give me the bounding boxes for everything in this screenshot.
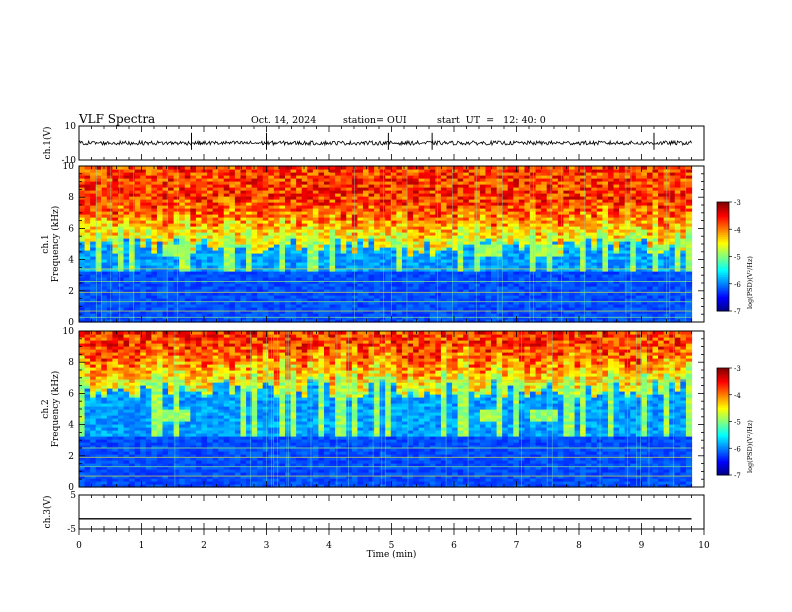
ch2-ytick-label: 2 — [68, 452, 74, 462]
ch1-ytick-label: 2 — [68, 287, 74, 297]
ch1-channel-label: ch.1 — [41, 234, 51, 253]
ch1-ytick-label: -10 — [62, 156, 77, 166]
colorbar-tick-label: -3 — [734, 199, 741, 207]
ch2-ytick-label: 8 — [68, 358, 74, 368]
start-time-label: start UT = 12: 40: 0 — [437, 115, 546, 126]
ch2-ytick-label: 0 — [68, 483, 74, 493]
ch1-ytick-label: 8 — [68, 193, 74, 203]
ch1-ylabel: Frequency (kHz) — [50, 206, 61, 283]
ch1-waveform-trace — [78, 132, 692, 150]
x-tick-label: 8 — [576, 541, 582, 551]
colorbar-label: log(PSD)(V²/Hz) — [746, 256, 754, 309]
ch2-colorbar: -3 -4 -5 -6 -7 log(PSD)(V²/Hz) — [716, 365, 754, 480]
ch1-spectrogram-image — [79, 166, 693, 323]
ch2-ylabel: Frequency (kHz) — [50, 371, 61, 448]
ch2-spectrogram-image — [79, 331, 693, 488]
x-tick-label: 4 — [326, 541, 332, 551]
ch1-ylabel: ch.1(V) — [42, 127, 53, 160]
x-tick-label: 10 — [698, 541, 710, 551]
x-tick-label: 7 — [514, 541, 520, 551]
x-tick-label: 6 — [451, 541, 457, 551]
ch1-trace-path — [78, 139, 692, 147]
ch2-channel-label: ch.2 — [41, 399, 51, 418]
colorbar-tick-label: -6 — [734, 445, 741, 453]
ch2-ytick-label: 10 — [63, 327, 75, 337]
axis-ticks — [78, 126, 705, 535]
station-label: station= OUI — [343, 115, 407, 126]
ch1-ytick-label: 10 — [65, 122, 77, 132]
ch1-colorbar: -3 -4 -5 -6 -7 log(PSD)(V²/Hz) — [716, 199, 754, 316]
x-tick-label: 1 — [139, 541, 145, 551]
x-tick-label: 2 — [201, 541, 207, 551]
colorbar-tick-label: -4 — [734, 392, 741, 400]
x-axis-label: Time (min) — [367, 549, 417, 560]
colorbar-tick-label: -5 — [734, 254, 741, 262]
x-tick-label: 0 — [76, 541, 82, 551]
ch3-ytick-label: -5 — [67, 525, 76, 535]
ch3-ylabel: ch.3(V) — [42, 496, 53, 529]
colorbar-tick-label: -4 — [734, 226, 741, 234]
colorbar-tick-label: -7 — [734, 472, 741, 480]
ch1-ytick-label: 6 — [68, 224, 74, 234]
ch1-ytick-label: 0 — [68, 318, 74, 328]
ch3-ytick-label: 5 — [70, 491, 76, 501]
colorbar-tick-label: -7 — [734, 308, 741, 316]
x-tick-label: 9 — [639, 541, 645, 551]
x-tick-label: 5 — [389, 541, 395, 551]
x-tick-label: 3 — [264, 541, 270, 551]
ch2-ytick-label: 4 — [68, 421, 74, 431]
colorbar-tick-label: -3 — [734, 365, 741, 373]
ch1-ytick-label: 4 — [68, 256, 74, 266]
figure-title: VLF Spectra — [79, 112, 156, 126]
colorbar-tick-label: -6 — [734, 281, 741, 289]
ch2-ytick-label: 6 — [68, 389, 74, 399]
colorbar-tick-label: -5 — [734, 419, 741, 427]
colorbar-label: log(PSD)(V²/Hz) — [746, 420, 754, 473]
date-label: Oct. 14, 2024 — [251, 115, 317, 126]
ch1-ytick-label: 10 — [63, 162, 75, 172]
